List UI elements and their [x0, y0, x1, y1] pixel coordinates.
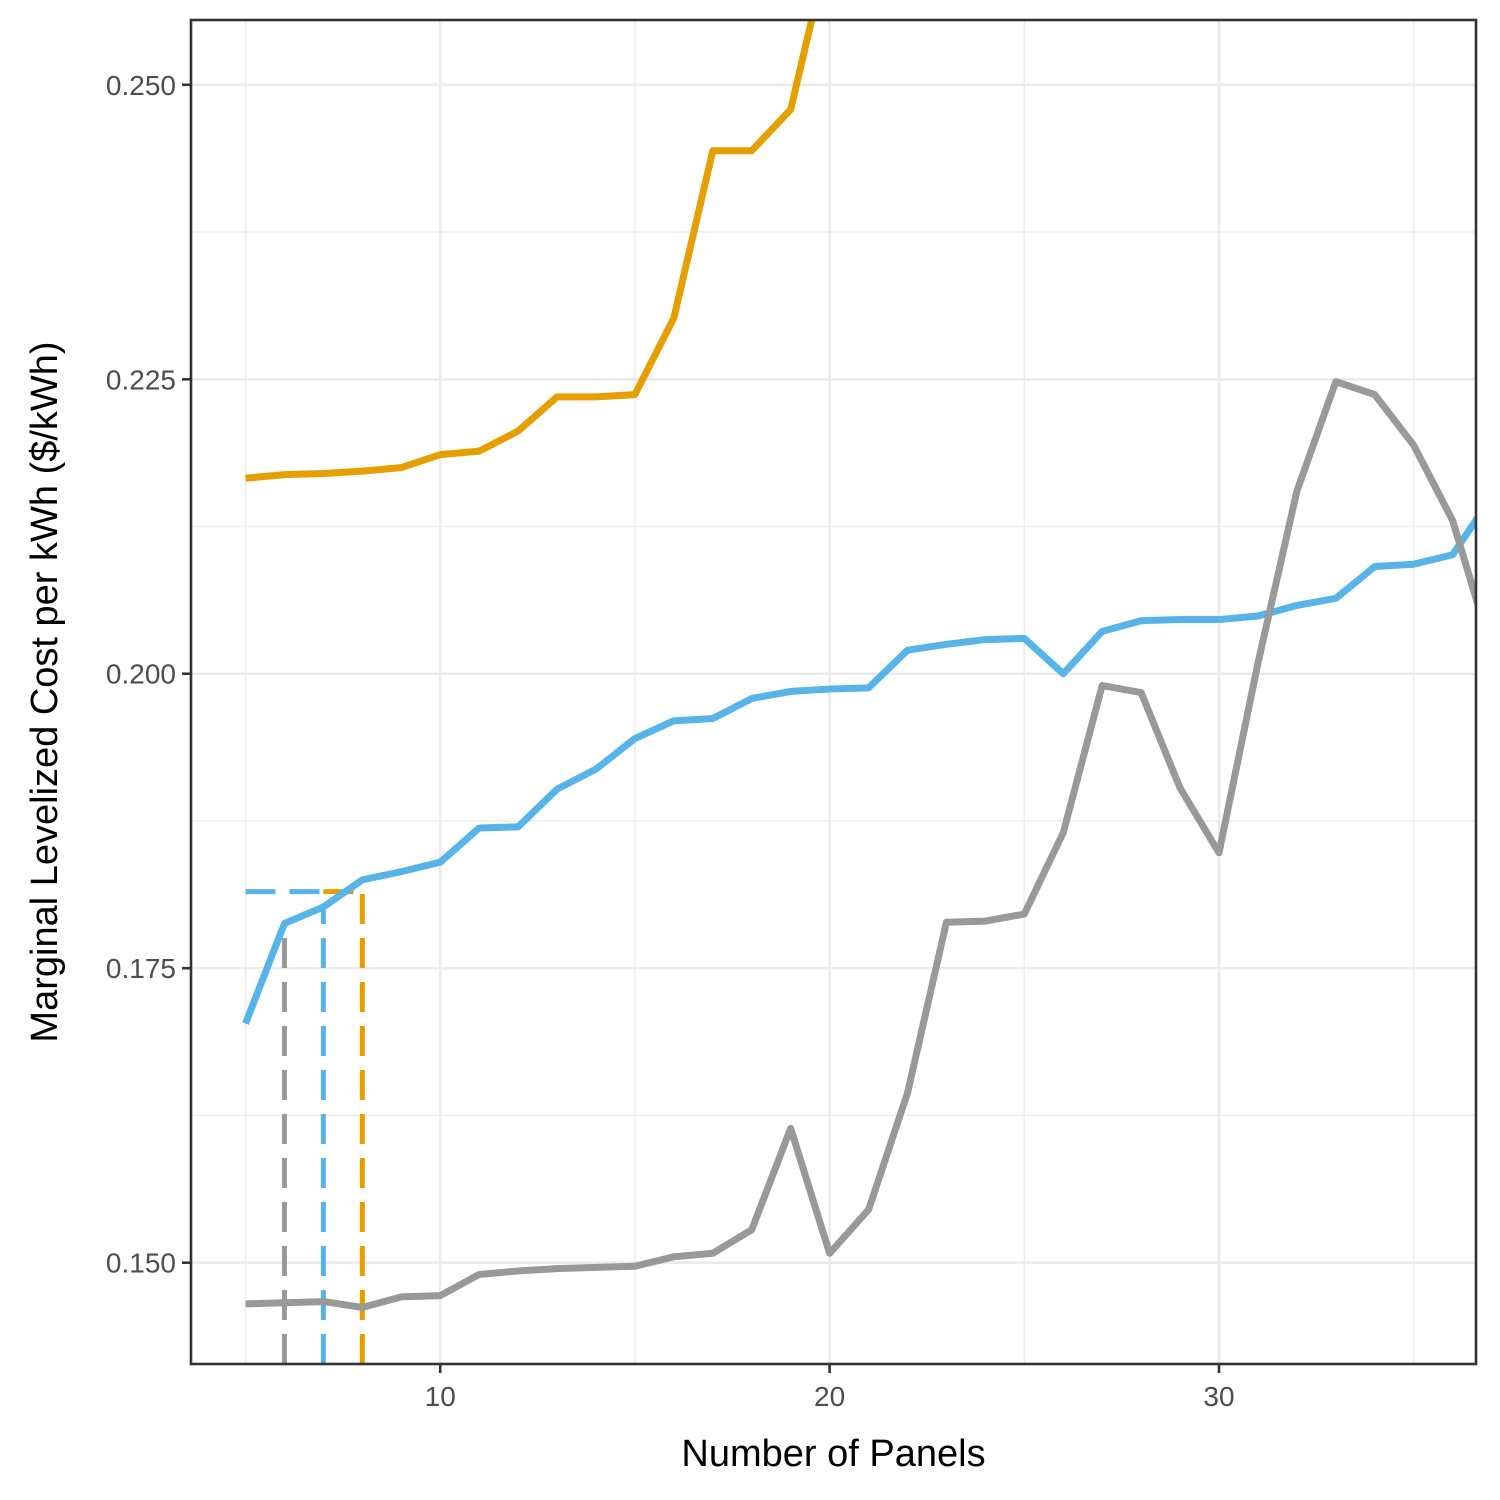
y-tick-label-1: 0.175 — [106, 953, 176, 984]
series-line-0 — [245, 20, 816, 482]
y-axis-ticks: 0.150 0.175 0.200 0.225 0.250 — [106, 70, 191, 1279]
plot-border — [189, 18, 1478, 1366]
grid-minor-lines — [191, 20, 1476, 1364]
x-axis-ticks: 10 20 30 — [425, 1364, 1235, 1412]
x-tick-label-2: 30 — [1203, 1381, 1234, 1412]
series-line-1 — [242, 513, 1476, 1025]
x-tick-label-0: 10 — [425, 1381, 456, 1412]
series-lines — [242, 20, 1476, 1311]
y-tick-label-0: 0.150 — [106, 1248, 176, 1279]
y-tick-label-4: 0.250 — [106, 70, 176, 101]
series-line-2 — [245, 378, 1476, 1311]
y-axis-title: Marginal Levelized Cost per kWh ($/kWh) — [24, 341, 66, 1042]
x-axis-title: Number of Panels — [681, 1433, 985, 1475]
y-tick-label-2: 0.200 — [106, 659, 176, 690]
reference-lines — [245, 889, 365, 1364]
x-tick-label-1: 20 — [814, 1381, 845, 1412]
y-tick-label-3: 0.225 — [106, 364, 176, 395]
